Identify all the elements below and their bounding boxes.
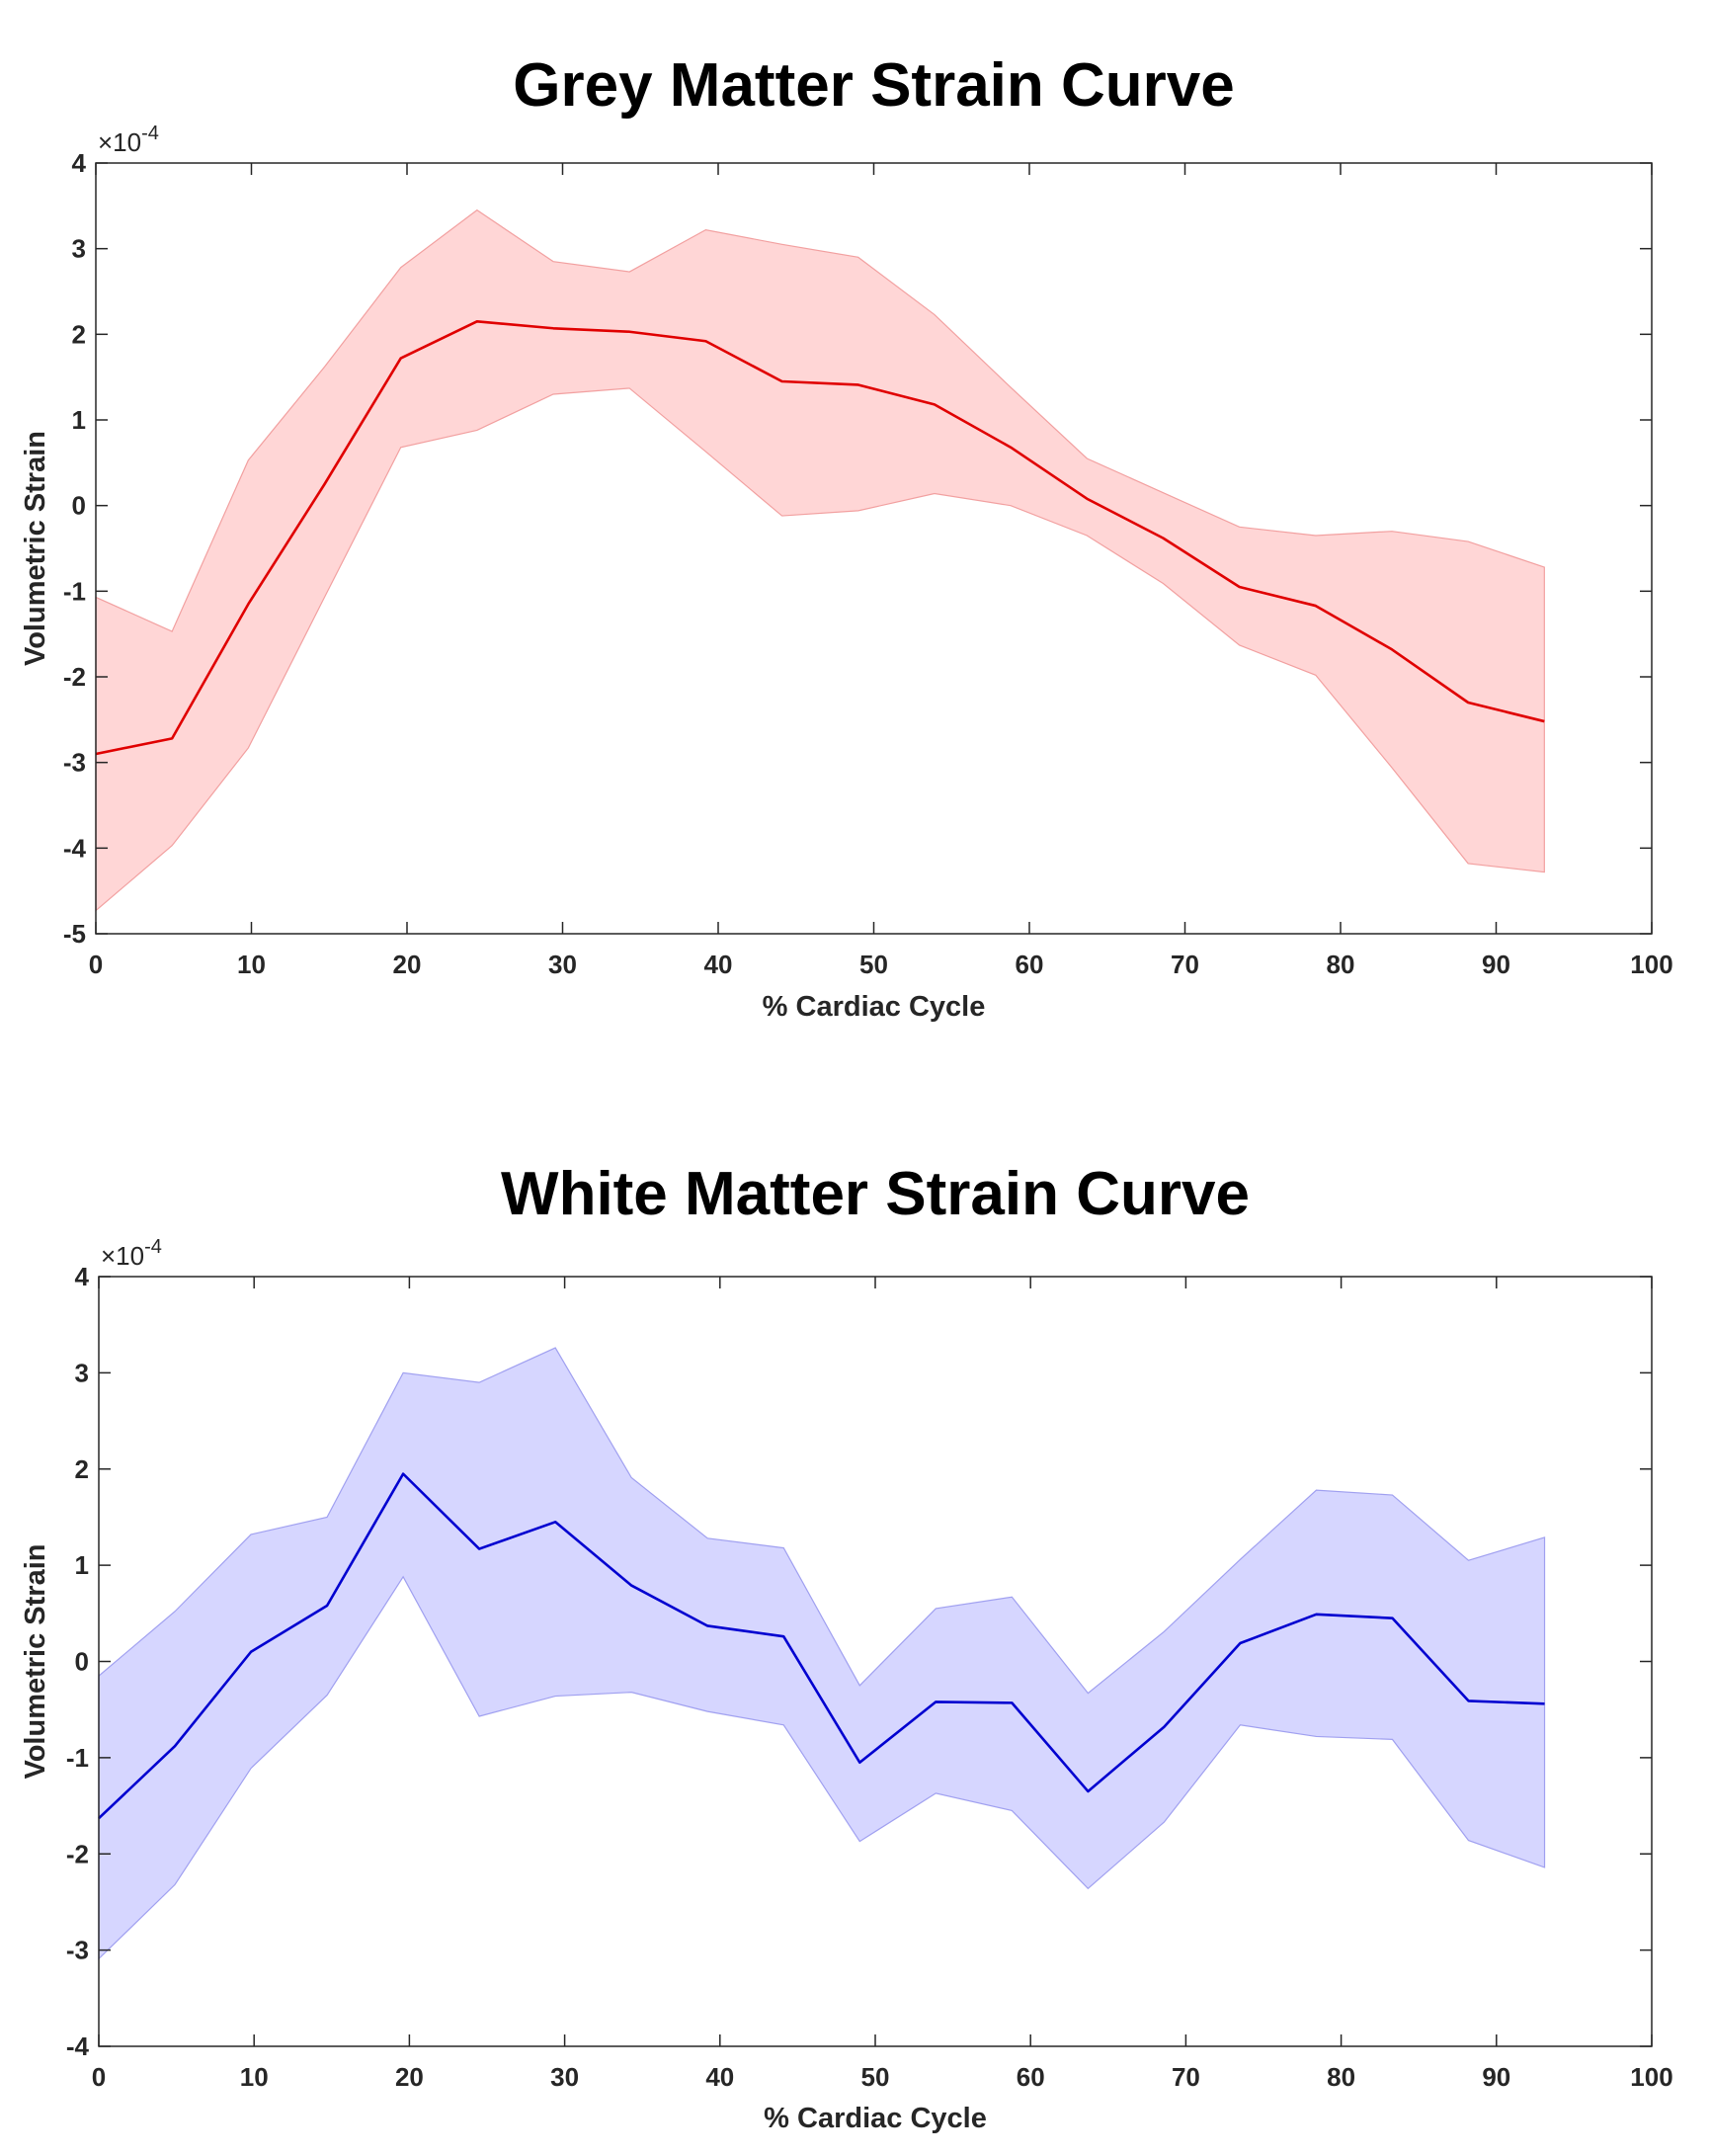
- x-tick-label: 50: [859, 950, 888, 979]
- y-tick-label: 0: [72, 491, 86, 521]
- y-tick-label: 2: [75, 1454, 89, 1484]
- x-tick-label: 0: [89, 950, 103, 979]
- x-tick-label: 70: [1171, 950, 1199, 979]
- x-tick-label: 10: [237, 950, 266, 979]
- x-tick-label: 50: [861, 2062, 890, 2092]
- confidence-band: [98, 1347, 1546, 1960]
- x-tick-label: 0: [92, 2062, 106, 2092]
- x-tick-label: 40: [704, 950, 733, 979]
- x-tick-label: 90: [1482, 2062, 1510, 2092]
- y-tick-label: 0: [75, 1647, 89, 1677]
- x-tick-label: 80: [1327, 2062, 1355, 2092]
- mean-line: [95, 320, 1545, 756]
- x-tick-label: 30: [548, 950, 577, 979]
- y-exponent-power: -4: [141, 123, 159, 144]
- x-tick-label: 70: [1172, 2062, 1200, 2092]
- y-tick-label: -3: [63, 748, 86, 778]
- x-tick-label: 100: [1630, 950, 1672, 979]
- y-tick-label: 1: [72, 405, 86, 435]
- y-exponent-label: ×10-4: [101, 1236, 162, 1271]
- y-tick-label: -2: [66, 1839, 89, 1868]
- mean-line: [98, 1472, 1545, 1820]
- y-tick-label: 1: [75, 1550, 89, 1580]
- y-tick-label: -3: [66, 1936, 89, 1965]
- y-tick-label: 3: [72, 234, 86, 264]
- y-exponent-base: ×10: [101, 1241, 144, 1271]
- y-exponent-power: -4: [144, 1236, 162, 1258]
- chart-title: Grey Matter Strain Curve: [513, 51, 1234, 120]
- x-tick-label: 90: [1482, 950, 1510, 979]
- x-tick-label: 10: [240, 2062, 269, 2092]
- x-tick-label: 40: [705, 2062, 734, 2092]
- y-tick-label: -1: [66, 1743, 89, 1773]
- y-tick-label: -2: [63, 662, 86, 692]
- y-tick-label: -5: [63, 919, 86, 949]
- y-exponent-label: ×10-4: [98, 123, 159, 157]
- x-tick-label: 20: [393, 950, 422, 979]
- y-tick-label: 2: [72, 319, 86, 349]
- chart-title: White Matter Strain Curve: [501, 1160, 1250, 1228]
- x-tick-label: 60: [1017, 2062, 1045, 2092]
- x-axis-label: % Cardiac Cycle: [763, 991, 986, 1023]
- y-axis-label: Volumetric Strain: [20, 1544, 51, 1780]
- y-tick-label: 3: [75, 1358, 89, 1387]
- y-tick-label: -1: [63, 576, 86, 606]
- x-tick-label: 20: [395, 2062, 424, 2092]
- y-tick-label: 4: [72, 148, 87, 178]
- y-exponent-base: ×10: [98, 127, 141, 157]
- x-tick-label: 30: [550, 2062, 579, 2092]
- y-axis-label: Volumetric Strain: [20, 431, 51, 666]
- y-tick-label: 4: [75, 1262, 90, 1291]
- y-tick-label: -4: [63, 833, 87, 863]
- confidence-band: [95, 208, 1545, 912]
- x-tick-label: 60: [1016, 950, 1044, 979]
- x-tick-label: 80: [1327, 950, 1355, 979]
- x-tick-label: 100: [1630, 2062, 1672, 2092]
- y-tick-label: -4: [66, 2032, 90, 2061]
- x-axis-label: % Cardiac Cycle: [764, 2103, 987, 2134]
